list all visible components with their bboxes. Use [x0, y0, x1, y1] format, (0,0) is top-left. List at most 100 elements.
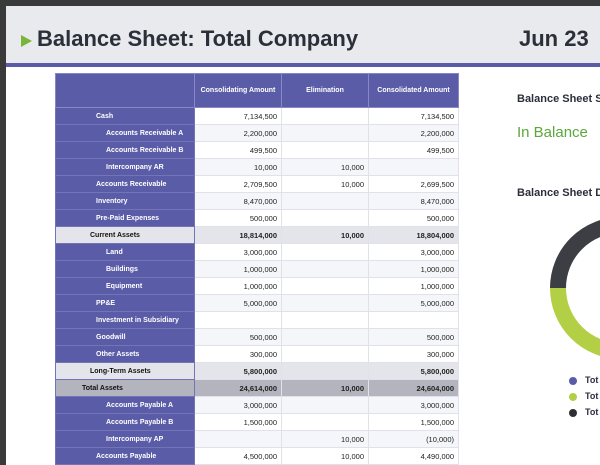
value-cell[interactable]: 1,000,000	[368, 277, 459, 295]
value-cell[interactable]: 5,800,000	[368, 362, 459, 380]
value-cell[interactable]	[281, 345, 369, 363]
value-cell[interactable]: 10,000	[281, 175, 369, 193]
value-cell[interactable]	[281, 294, 369, 312]
value-cell[interactable]: 1,000,000	[194, 260, 282, 278]
value-cell[interactable]	[281, 396, 369, 414]
row-label: Buildings	[55, 260, 195, 278]
table-row[interactable]: Buildings 1,000,000 1,000,000	[55, 260, 459, 278]
value-cell[interactable]	[281, 413, 369, 431]
row-label: Cash	[55, 107, 195, 125]
table-row[interactable]: Pre-Paid Expenses 500,000 500,000	[55, 209, 459, 227]
table-body: Cash 7,134,500 7,134,500 Accounts Receivabl…	[55, 107, 459, 465]
value-cell[interactable]: 18,814,000	[194, 226, 282, 244]
value-cell[interactable]: 1,000,000	[194, 277, 282, 295]
table-row[interactable]: Accounts Receivable A 2,200,000 2,200,000	[55, 124, 459, 142]
table-row[interactable]: Other Assets 300,000 300,000	[55, 345, 459, 363]
table-row[interactable]: Intercompany AR 10,000 10,000	[55, 158, 459, 176]
value-cell[interactable]: 2,709,500	[194, 175, 282, 193]
row-label: Total Assets	[55, 379, 195, 397]
value-cell[interactable]: 7,134,500	[194, 107, 282, 125]
value-cell[interactable]	[281, 277, 369, 295]
value-cell[interactable]: 8,470,000	[194, 192, 282, 210]
donut-segment-green[interactable]	[550, 287, 600, 356]
legend-label: Tot	[585, 391, 599, 401]
value-cell[interactable]: 10,000	[194, 158, 282, 176]
period-label: Jun 23	[519, 26, 589, 51]
value-cell[interactable]	[281, 124, 369, 142]
table-row[interactable]: Current Assets 18,814,000 10,000 18,804,000	[55, 226, 459, 244]
table-row[interactable]: Accounts Payable 4,500,000 10,000 4,490,000	[55, 447, 459, 465]
value-cell[interactable]	[281, 141, 369, 159]
value-cell[interactable]: 3,000,000	[368, 243, 459, 261]
value-cell[interactable]	[194, 430, 282, 448]
table-row[interactable]: PP&E 5,000,000 5,000,000	[55, 294, 459, 312]
value-cell[interactable]: 10,000	[281, 447, 369, 465]
value-cell[interactable]: 5,800,000	[194, 362, 282, 380]
legend-label: Tot	[585, 375, 599, 385]
value-cell[interactable]: (10,000)	[368, 430, 459, 448]
row-label: Goodwill	[55, 328, 195, 346]
column-header[interactable]: Consolidated Amount	[368, 73, 459, 108]
value-cell[interactable]: 500,000	[194, 328, 282, 346]
table-row[interactable]: Investment in Subsidiary	[55, 311, 459, 329]
value-cell[interactable]	[281, 260, 369, 278]
value-cell[interactable]	[281, 243, 369, 261]
value-cell[interactable]	[194, 311, 282, 329]
value-cell[interactable]: 24,604,000	[368, 379, 459, 397]
value-cell[interactable]: 1,000,000	[368, 260, 459, 278]
value-cell[interactable]: 2,200,000	[368, 124, 459, 142]
table-row[interactable]: Total Assets 24,614,000 10,000 24,604,000	[55, 379, 459, 397]
table-row[interactable]: Cash 7,134,500 7,134,500	[55, 107, 459, 125]
value-cell[interactable]: 3,000,000	[368, 396, 459, 414]
value-cell[interactable]	[281, 328, 369, 346]
column-header[interactable]: Consolidating Amount	[194, 73, 282, 108]
value-cell[interactable]: 4,490,000	[368, 447, 459, 465]
value-cell[interactable]: 7,134,500	[368, 107, 459, 125]
value-cell[interactable]	[281, 311, 369, 329]
value-cell[interactable]: 5,000,000	[368, 294, 459, 312]
table-row[interactable]: Accounts Receivable B 499,500 499,500	[55, 141, 459, 159]
value-cell[interactable]: 1,500,000	[194, 413, 282, 431]
value-cell[interactable]: 2,200,000	[194, 124, 282, 142]
table-row[interactable]: Intercompany AP 10,000 (10,000)	[55, 430, 459, 448]
value-cell[interactable]: 10,000	[281, 158, 369, 176]
value-cell[interactable]: 499,500	[194, 141, 282, 159]
value-cell[interactable]: 1,500,000	[368, 413, 459, 431]
column-header[interactable]: Elimination	[281, 73, 369, 108]
value-cell[interactable]: 3,000,000	[194, 243, 282, 261]
value-cell[interactable]: 24,614,000	[194, 379, 282, 397]
value-cell[interactable]	[368, 311, 459, 329]
table-row[interactable]: Goodwill 500,000 500,000	[55, 328, 459, 346]
value-cell[interactable]	[281, 192, 369, 210]
value-cell[interactable]: 500,000	[368, 328, 459, 346]
row-label: Intercompany AR	[55, 158, 195, 176]
value-cell[interactable]: 10,000	[281, 430, 369, 448]
value-cell[interactable]: 300,000	[368, 345, 459, 363]
table-row[interactable]: Accounts Receivable 2,709,500 10,000 2,699,…	[55, 175, 459, 193]
value-cell[interactable]: 499,500	[368, 141, 459, 159]
value-cell[interactable]	[281, 107, 369, 125]
value-cell[interactable]: 500,000	[368, 209, 459, 227]
value-cell[interactable]	[281, 209, 369, 227]
value-cell[interactable]: 500,000	[194, 209, 282, 227]
value-cell[interactable]: 5,000,000	[194, 294, 282, 312]
value-cell[interactable]: 4,500,000	[194, 447, 282, 465]
collapse-triangle-icon[interactable]	[21, 35, 32, 47]
value-cell[interactable]: 10,000	[281, 226, 369, 244]
table-row[interactable]: Inventory 8,470,000 8,470,000	[55, 192, 459, 210]
value-cell[interactable]	[368, 158, 459, 176]
table-row[interactable]: Long-Term Assets 5,800,000 5,800,000	[55, 362, 459, 380]
table-row[interactable]: Equipment 1,000,000 1,000,000	[55, 277, 459, 295]
table-row[interactable]: Accounts Payable B 1,500,000 1,500,000	[55, 413, 459, 431]
table-row[interactable]: Land 3,000,000 3,000,000	[55, 243, 459, 261]
table-row[interactable]: Accounts Payable A 3,000,000 3,000,000	[55, 396, 459, 414]
value-cell[interactable]: 8,470,000	[368, 192, 459, 210]
donut-segment-dark[interactable]	[550, 220, 600, 289]
value-cell[interactable]: 2,699,500	[368, 175, 459, 193]
value-cell[interactable]: 18,804,000	[368, 226, 459, 244]
row-label: Current Assets	[55, 226, 195, 244]
value-cell[interactable]: 3,000,000	[194, 396, 282, 414]
value-cell[interactable]	[281, 362, 369, 380]
value-cell[interactable]: 10,000	[281, 379, 369, 397]
value-cell[interactable]: 300,000	[194, 345, 282, 363]
